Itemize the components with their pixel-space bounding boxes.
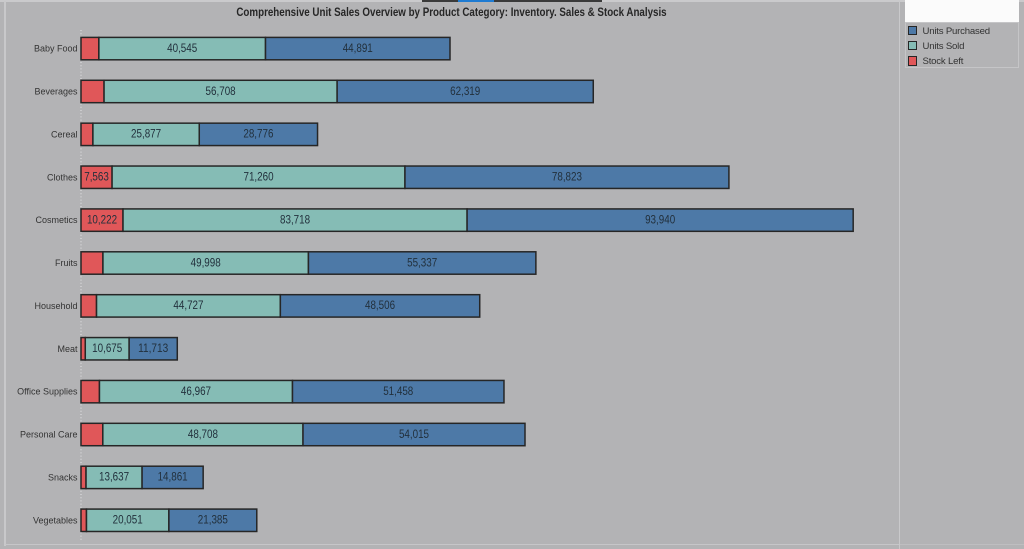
svg-text:Baby Food: Baby Food [34,44,78,54]
svg-text:49,998: 49,998 [191,257,221,269]
svg-text:7,563: 7,563 [84,172,109,184]
svg-text:Household: Household [34,301,77,311]
svg-text:44,891: 44,891 [343,43,373,55]
svg-text:Meat: Meat [57,344,78,354]
svg-text:Snacks: Snacks [48,473,78,483]
svg-text:44,727: 44,727 [173,300,203,312]
svg-text:13,637: 13,637 [99,472,129,484]
svg-text:21,385: 21,385 [198,515,228,527]
svg-text:48,708: 48,708 [188,429,218,441]
svg-text:54,015: 54,015 [399,429,429,441]
svg-text:40,545: 40,545 [167,43,197,55]
svg-text:Cosmetics: Cosmetics [35,215,78,225]
svg-text:48,506: 48,506 [365,300,395,312]
svg-text:55,337: 55,337 [407,257,437,269]
svg-text:10,675: 10,675 [92,343,122,355]
svg-text:71,260: 71,260 [243,172,273,184]
svg-text:Clothes: Clothes [47,172,78,182]
svg-text:10,222: 10,222 [87,214,117,226]
svg-text:Beverages: Beverages [34,87,78,97]
svg-text:25,877: 25,877 [131,129,161,141]
svg-text:20,051: 20,051 [113,515,143,527]
svg-text:Fruits: Fruits [55,258,78,268]
svg-text:Cereal: Cereal [51,130,78,140]
svg-text:93,940: 93,940 [645,214,675,226]
svg-text:46,967: 46,967 [181,386,211,398]
svg-text:Personal Care: Personal Care [20,430,78,440]
svg-text:11,713: 11,713 [138,343,168,355]
svg-text:14,861: 14,861 [158,472,188,484]
svg-text:28,776: 28,776 [243,129,273,141]
svg-text:Office Supplies: Office Supplies [17,387,78,397]
svg-text:Vegetables: Vegetables [33,515,78,525]
svg-text:56,708: 56,708 [206,86,236,98]
svg-text:62,319: 62,319 [450,86,480,98]
svg-text:83,718: 83,718 [280,214,310,226]
svg-text:78,823: 78,823 [552,172,582,184]
svg-text:51,458: 51,458 [383,386,413,398]
